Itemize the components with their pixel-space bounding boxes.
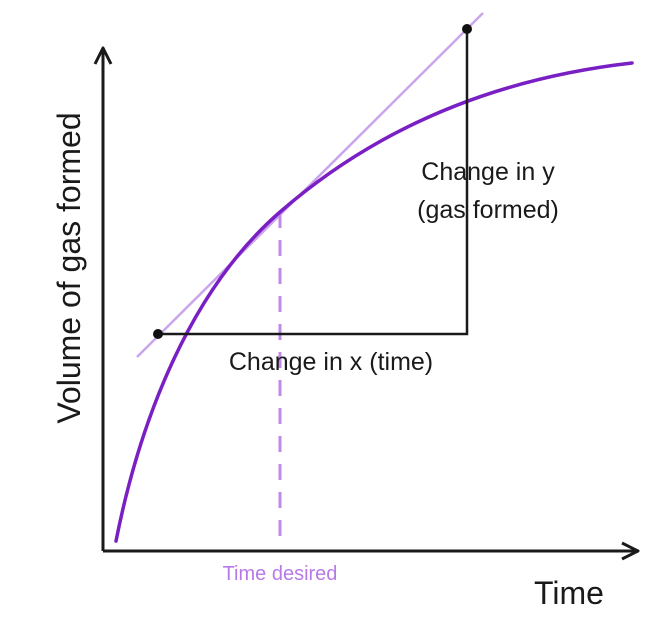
- change-y-label-line2: (gas formed): [417, 196, 559, 224]
- change-x-label: Change in x (time): [229, 348, 433, 376]
- x-axis-label: Time: [534, 575, 604, 611]
- change-y-label-line1: Change in y: [421, 158, 555, 186]
- tangent-line: [136, 12, 484, 358]
- change-triangle: [158, 29, 469, 336]
- tangent-point-upper: [462, 24, 472, 34]
- time-desired-label: Time desired: [223, 563, 338, 585]
- x-axis-arrowhead: [621, 541, 640, 561]
- y-axis-arrowhead: [93, 46, 113, 65]
- tangent-point-lower: [153, 329, 163, 339]
- axes: [93, 46, 640, 561]
- reaction-curve: [114, 61, 634, 543]
- y-axis-label: Volume of gas formed: [51, 112, 87, 423]
